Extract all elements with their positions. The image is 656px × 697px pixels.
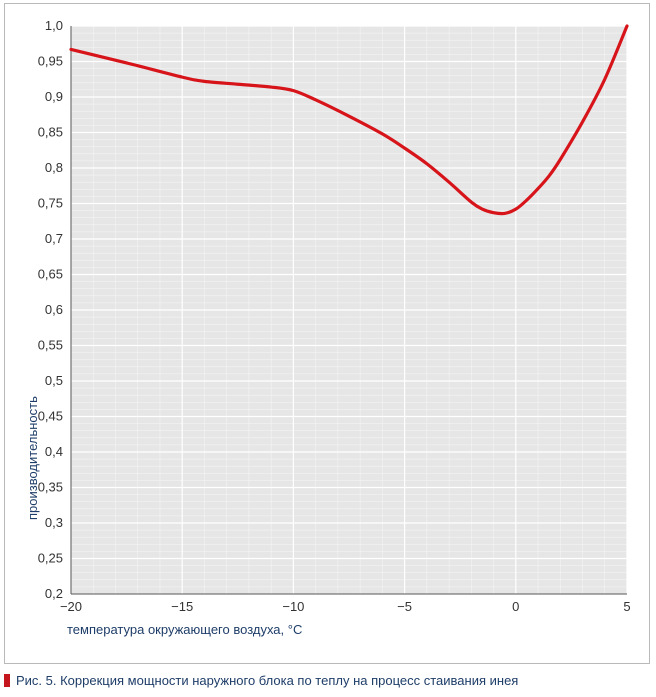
x-tick-label: −20 [60,599,82,614]
major-grid [70,25,628,595]
x-tick-label: −10 [282,599,304,614]
y-tick-label: 0,95 [38,54,63,69]
y-tick-label: 0,85 [38,125,63,140]
x-axis-label: температура окружающего воздуха, °С [67,622,302,637]
y-tick-label: 0,25 [38,551,63,566]
y-tick-label: 0,7 [45,231,63,246]
y-tick-label: 0,9 [45,89,63,104]
y-tick-label: 0,4 [45,444,63,459]
y-tick-label: 0,65 [38,267,63,282]
y-tick-label: 0,75 [38,196,63,211]
caption-text: Рис. 5. Коррекция мощности наружного бло… [16,672,519,688]
caption-marker [4,673,10,687]
y-tick-label: 0,55 [38,338,63,353]
y-tick-label: 0,5 [45,373,63,388]
y-tick-label: 1,0 [45,18,63,33]
y-tick-label: 0,3 [45,515,63,530]
y-tick-label: 0,6 [45,302,63,317]
x-tick-label: 0 [512,599,519,614]
y-tick-label: 0,35 [38,480,63,495]
y-axis-label: производительность [25,396,40,520]
figure-caption: Рис. 5. Коррекция мощности наружного бло… [4,669,650,691]
y-tick-label: 0,8 [45,160,63,175]
x-tick-label: 5 [623,599,630,614]
x-tick-label: −5 [397,599,412,614]
x-tick-label: −15 [171,599,193,614]
y-tick-label: 0,2 [45,586,63,601]
y-tick-label: 0,45 [38,409,63,424]
series-line [69,24,629,216]
